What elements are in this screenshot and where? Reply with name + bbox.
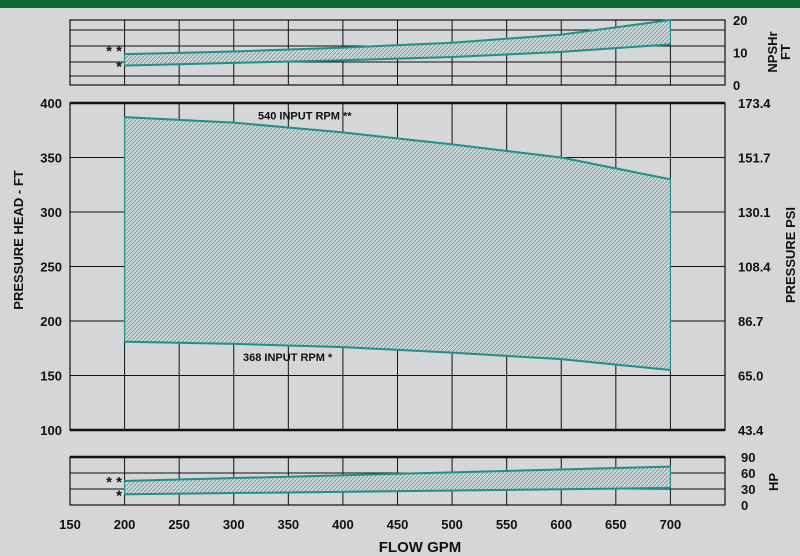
npshr-tick-label: 0 — [733, 78, 740, 93]
hp-curve-2 — [124, 486, 671, 496]
hp-tick-label: 60 — [741, 466, 755, 481]
x-tick-label: 400 — [332, 517, 354, 532]
pressure-psi-tick-label: 43.4 — [738, 423, 764, 438]
curve-label-368-rpm: 368 INPUT RPM * — [243, 352, 333, 364]
npshr-tick-label: 10 — [733, 46, 747, 61]
x-tick-label: 200 — [114, 517, 136, 532]
pressure-psi-tick-label: 108.4 — [738, 260, 771, 275]
hp-curve-1 — [124, 465, 671, 482]
npshr-panel: * ** 20 10 0 — [69, 13, 747, 93]
x-tick-label: 600 — [550, 517, 572, 532]
pressure-psi-tick-label: 151.7 — [738, 151, 771, 166]
pressure-head-tick-label: 300 — [40, 205, 62, 220]
x-tick-label: 500 — [441, 517, 463, 532]
x-axis: 150 200 250 300 350 400 450 500 550 600 650 700 — [59, 517, 681, 532]
pressure-psi-tick-label: 130.1 — [738, 205, 771, 220]
x-tick-label: 150 — [59, 517, 81, 532]
hp-marker: * — [116, 487, 122, 504]
npshr-curve-2 — [124, 43, 671, 67]
pressure-head-tick-label: 100 — [40, 423, 62, 438]
pressure-head-tick-label: 350 — [40, 151, 62, 166]
x-tick-label: 350 — [277, 517, 299, 532]
npshr-axis-label-line1: NPSHr — [765, 31, 780, 72]
hp-marker: * * — [106, 474, 122, 491]
pressure-head-axis-label: PRESSURE HEAD - FT — [11, 170, 26, 309]
pressure-head-tick-label: 400 — [40, 96, 62, 111]
x-tick-label: 250 — [168, 517, 190, 532]
pressure-curve-2 — [124, 340, 671, 372]
npshr-marker: * — [116, 59, 122, 76]
x-tick-label: 650 — [605, 517, 627, 532]
x-axis-label: FLOW GPM — [379, 539, 462, 556]
x-tick-label: 550 — [496, 517, 518, 532]
hp-tick-label: 90 — [741, 450, 755, 465]
x-tick-label: 450 — [387, 517, 409, 532]
pressure-head-tick-label: 250 — [40, 260, 62, 275]
pressure-curve-1 — [124, 116, 671, 181]
x-tick-label: 700 — [660, 517, 682, 532]
pressure-psi-tick-label: 65.0 — [738, 369, 763, 384]
curve-label-540-rpm: 540 INPUT RPM ** — [258, 111, 352, 123]
pressure-panel: 540 INPUT RPM ** 368 INPUT RPM * 400 173.4 3… — [40, 96, 771, 438]
pressure-operating-region — [123, 116, 672, 371]
pressure-psi-tick-label: 86.7 — [738, 314, 763, 329]
npshr-marker: * * — [106, 43, 122, 60]
hp-tick-label: 30 — [741, 482, 755, 497]
npshr-curve-1 — [124, 19, 671, 56]
hp-tick-label: 0 — [741, 498, 748, 513]
top-banner — [0, 0, 800, 8]
hp-axis-label: HP — [766, 473, 781, 491]
pressure-head-tick-label: 150 — [40, 369, 62, 384]
pressure-psi-tick-label: 173.4 — [738, 96, 771, 111]
pressure-psi-axis-label: PRESSURE PSI — [783, 207, 798, 303]
npshr-axis-label-line2: FT — [778, 44, 793, 60]
npshr-tick-label: 20 — [733, 13, 747, 28]
pressure-head-tick-label: 200 — [40, 314, 62, 329]
x-tick-label: 300 — [223, 517, 245, 532]
